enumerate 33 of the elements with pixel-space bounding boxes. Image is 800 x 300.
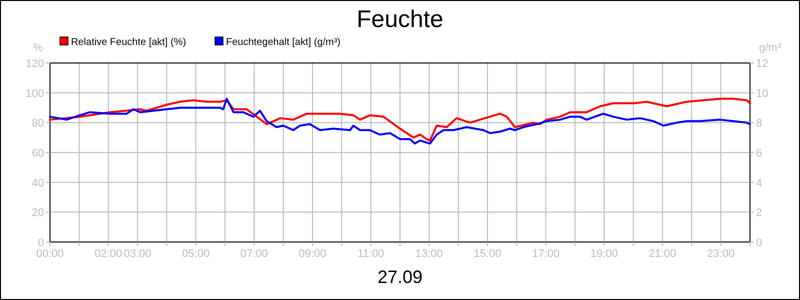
y-tick-label: 40 [32, 177, 44, 190]
y2-tick-label: 0 [756, 237, 762, 249]
x-tick-label: 15:00 [474, 248, 502, 260]
legend-label: Feuchtegehalt [akt] (g/m³) [226, 37, 340, 48]
chart-title: Feuchte [356, 6, 444, 33]
y-tick-label: 80 [32, 118, 44, 130]
y2-tick-label: 6 [756, 148, 762, 160]
x-tick-label: 02:00 [94, 248, 122, 260]
legend-label: Relative Feuchte [akt] (%) [71, 37, 186, 48]
x-tick-label: 05:00 [182, 248, 210, 260]
x-tick-label: 17:00 [532, 248, 560, 260]
x-tick-label: 19:00 [590, 248, 618, 260]
y2-axis-title: g/m³ [759, 42, 782, 54]
x-tick-label: 11:00 [357, 248, 384, 260]
x-axis-title: 27.09 [377, 267, 423, 287]
y2-tick-label: 4 [756, 177, 762, 190]
y-axis-title: % [33, 42, 44, 54]
x-tick-label: 09:00 [298, 248, 326, 260]
x-tick-label: 07:00 [240, 248, 268, 260]
y-tick-label: 120 [26, 58, 44, 70]
y-tick-label: 60 [32, 148, 44, 160]
y2-tick-label: 12 [756, 58, 768, 70]
x-tick-label: 13:00 [415, 248, 443, 260]
y-tick-label: 0 [38, 237, 44, 249]
y2-tick-label: 8 [756, 118, 762, 130]
y-tick-label: 20 [32, 207, 44, 220]
x-tick-label: 23:00 [707, 248, 735, 260]
y2-tick-label: 2 [756, 207, 762, 220]
x-tick-label: 21:00 [648, 248, 676, 260]
x-tick-label: 03:00 [124, 248, 152, 260]
y-tick-label: 100 [26, 88, 44, 100]
x-tick-label: 00:00 [36, 248, 64, 260]
y2-tick-label: 10 [756, 88, 768, 100]
